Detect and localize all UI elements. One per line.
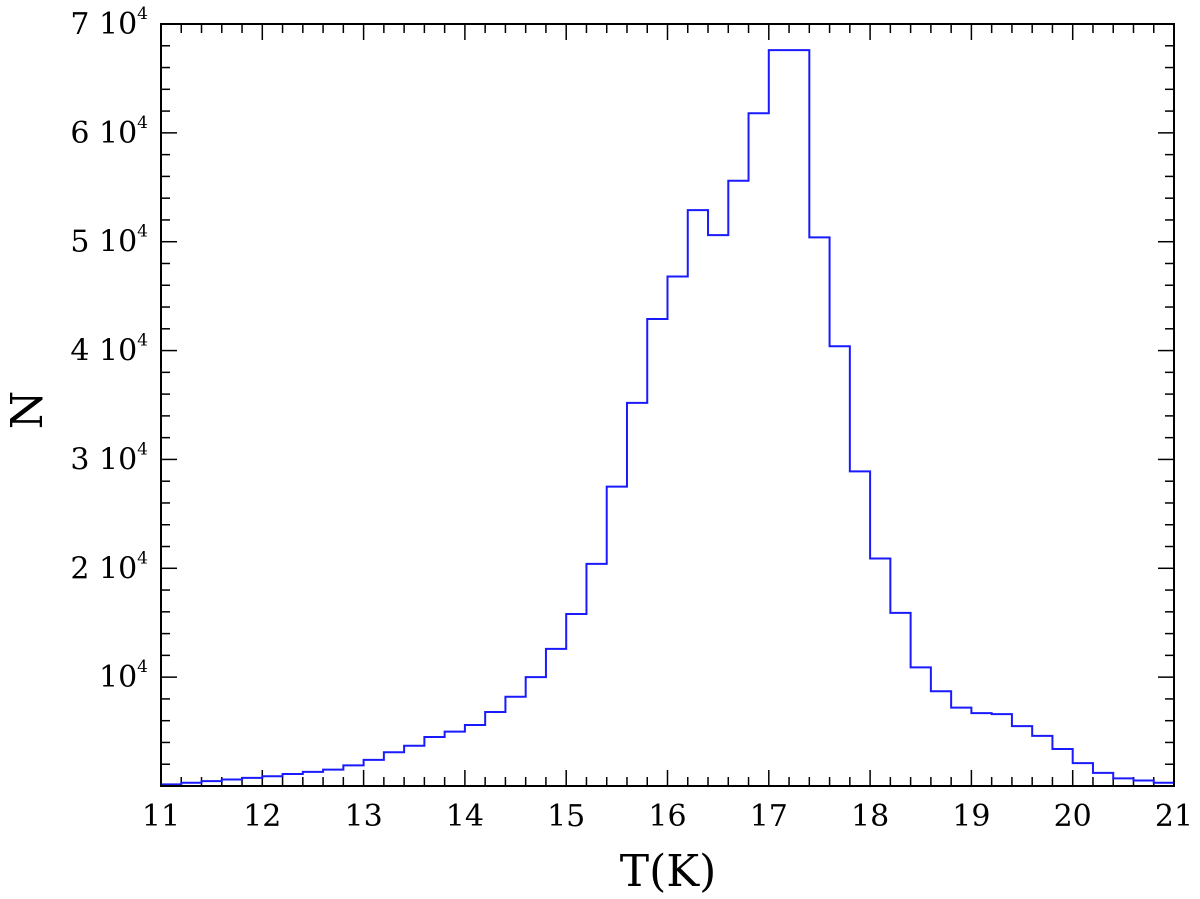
x-tick-label: 12: [243, 799, 281, 834]
x-tick-labels: 11 12 13 14 15 16 17 18 19 20 21: [142, 799, 1193, 834]
x-tick-label: 20: [1054, 799, 1092, 834]
tick-marks: [160, 23, 1175, 787]
y-tick-label: 7 104: [70, 4, 148, 42]
y-tick-label: 3 104: [70, 439, 148, 477]
plot-frame: [160, 23, 1175, 787]
x-tick-label: 11: [142, 799, 180, 834]
x-tick-label: 21: [1155, 799, 1193, 834]
y-tick-label: 104: [99, 657, 148, 695]
y-tick-label: 6 104: [70, 113, 148, 151]
x-tick-label: 15: [547, 799, 585, 834]
histogram-series: [160, 49, 1175, 786]
y-tick-label: 5 104: [70, 222, 148, 260]
x-tick-label: 18: [851, 799, 889, 834]
y-tick-labels: 104 2 104 3 104 4 104 5 104 6 104 7 104: [70, 4, 148, 695]
x-tick-label: 17: [750, 799, 788, 834]
y-axis-label: N: [2, 391, 53, 430]
x-tick-label: 16: [648, 799, 686, 834]
y-tick-label: 2 104: [70, 548, 148, 586]
x-tick-label: 13: [345, 799, 383, 834]
x-tick-label: 19: [952, 799, 990, 834]
y-tick-label: 4 104: [70, 331, 148, 369]
x-axis-label: T(K): [620, 846, 717, 897]
x-tick-label: 14: [446, 799, 484, 834]
